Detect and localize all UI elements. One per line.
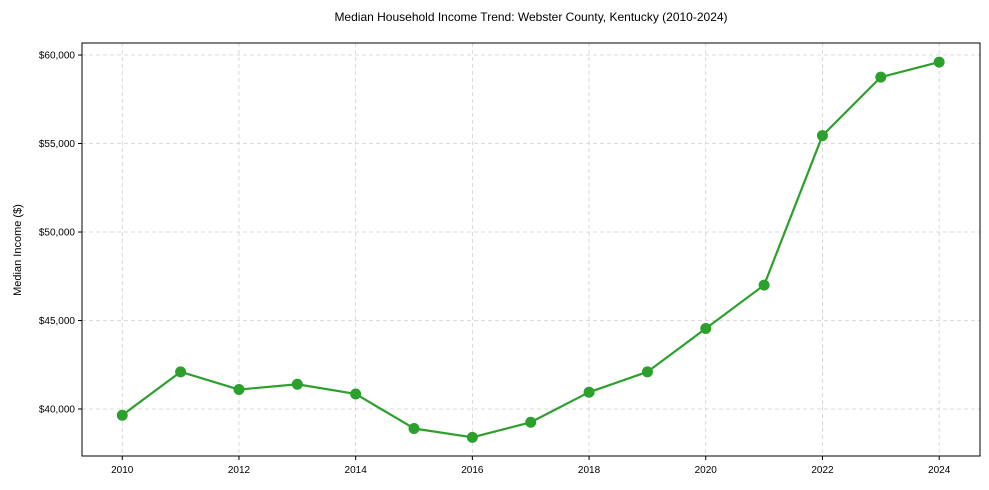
data-point-marker [758, 279, 770, 291]
x-tick-label: 2016 [461, 465, 484, 476]
chart-title: Median Household Income Trend: Webster C… [334, 10, 728, 24]
income-line [121, 61, 940, 439]
plot-area-frame [81, 42, 981, 457]
x-tick-label: 2024 [928, 465, 951, 476]
data-point-marker [350, 388, 362, 400]
data-point-marker [525, 416, 537, 428]
y-tick-label: $45,000 [39, 316, 76, 327]
data-point-marker [583, 386, 595, 398]
y-tick-label: $40,000 [39, 405, 76, 416]
data-point-marker [408, 422, 420, 434]
x-tick-label: 2014 [345, 465, 368, 476]
y-tick-label: $55,000 [39, 139, 76, 150]
y-axis-ticks: $40,000 $45,000 $50,000 $55,000 $60,000 [39, 51, 82, 416]
x-axis-ticks: 2010 2012 2014 2016 2018 2020 2022 2024 [111, 456, 951, 476]
data-point-marker [466, 431, 478, 443]
data-point-marker [933, 56, 945, 68]
x-tick-label: 2010 [111, 465, 134, 476]
x-tick-label: 2018 [578, 465, 601, 476]
y-tick-label: $60,000 [39, 51, 76, 62]
data-point-marker [175, 366, 187, 378]
data-point-marker [233, 384, 245, 396]
x-tick-label: 2020 [695, 465, 718, 476]
data-series [116, 56, 945, 443]
data-point-marker [875, 71, 887, 83]
data-point-marker [641, 366, 653, 378]
data-point-marker [700, 322, 712, 334]
data-point-marker [816, 130, 828, 142]
y-tick-label: $50,000 [39, 228, 76, 239]
x-tick-label: 2022 [811, 465, 834, 476]
data-point-marker [116, 409, 128, 421]
grid-lines [82, 43, 980, 456]
x-tick-label: 2012 [228, 465, 251, 476]
data-point-marker [291, 378, 303, 390]
